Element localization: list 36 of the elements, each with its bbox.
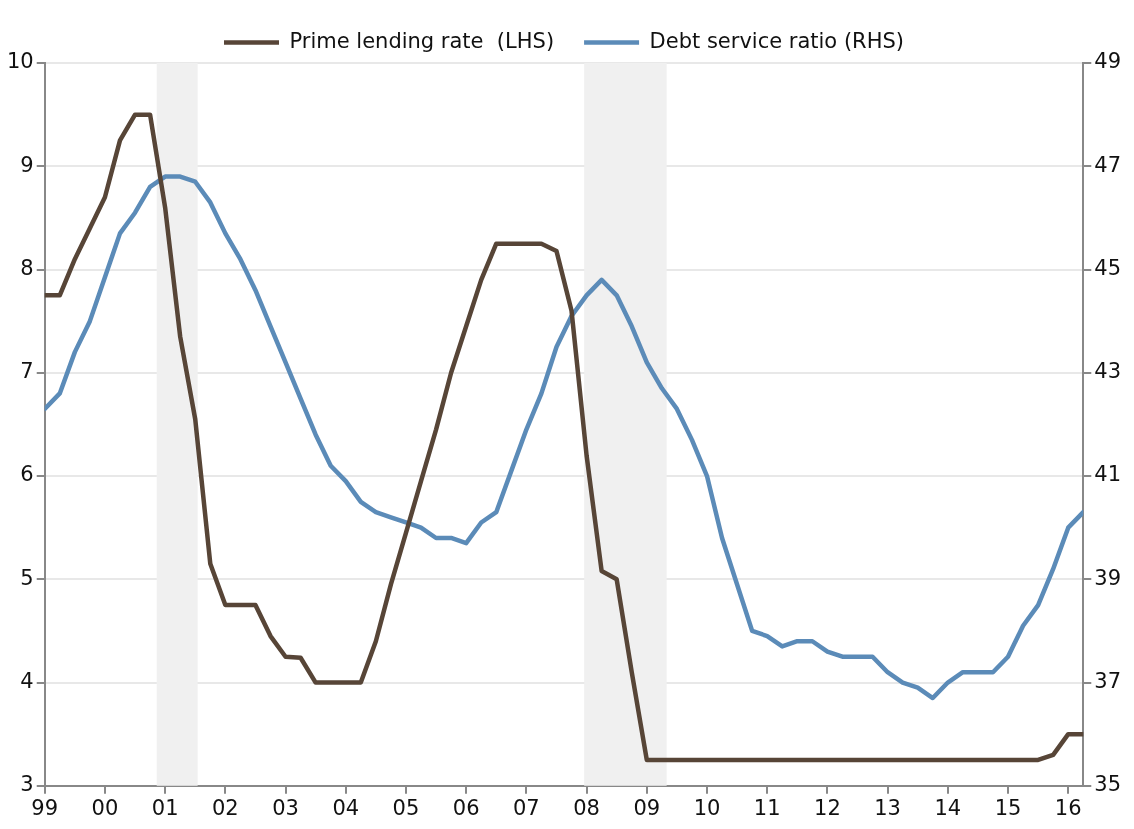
x-tick-label: 09 xyxy=(633,795,661,820)
y2-tick-label: 45 xyxy=(1094,255,1122,280)
y-tick-label: 4 xyxy=(20,669,34,693)
x-tick-label: 03 xyxy=(272,795,299,820)
x-tick-label: 02 xyxy=(211,795,239,820)
x-tick-label: 13 xyxy=(874,795,901,820)
y-tick-label: 10 xyxy=(6,49,34,74)
x-tick-label: 14 xyxy=(934,795,962,820)
x-tick-label: 16 xyxy=(1054,795,1082,820)
y-tick-label: 7 xyxy=(20,359,34,384)
x-tick-label: 15 xyxy=(994,795,1022,820)
y-tick-label: 6 xyxy=(20,462,34,487)
y2-tick-label: 37 xyxy=(1094,669,1122,693)
y2-tick-label: 35 xyxy=(1094,772,1122,797)
y2-tick-label: 41 xyxy=(1094,462,1122,487)
y-tick-label: 5 xyxy=(20,565,34,590)
x-tick-label: 06 xyxy=(452,795,480,820)
y2-tick-label: 39 xyxy=(1094,565,1122,590)
x-tick-label: 11 xyxy=(753,795,781,820)
x-tick-label: 10 xyxy=(693,795,721,820)
x-tick-label: 04 xyxy=(332,795,360,820)
y2-tick-label: 47 xyxy=(1094,152,1122,177)
x-tick-label: 05 xyxy=(392,795,420,820)
legend-label: Debt service ratio (RHS) xyxy=(649,28,904,53)
x-tick-label: 12 xyxy=(814,795,841,820)
y-tick-label: 8 xyxy=(20,255,34,280)
x-tick-label: 08 xyxy=(573,795,600,820)
y2-tick-label: 49 xyxy=(1094,49,1122,74)
y-tick-label: 9 xyxy=(20,152,34,177)
legend-label: Prime lending rate (LHS) xyxy=(289,28,555,53)
x-tick-label: 00 xyxy=(91,795,119,820)
x-tick-label: 01 xyxy=(151,795,179,820)
x-tick-label: 99 xyxy=(31,795,59,820)
y-tick-label: 3 xyxy=(20,772,34,797)
y2-tick-label: 43 xyxy=(1094,359,1122,384)
x-tick-label: 07 xyxy=(513,795,540,820)
